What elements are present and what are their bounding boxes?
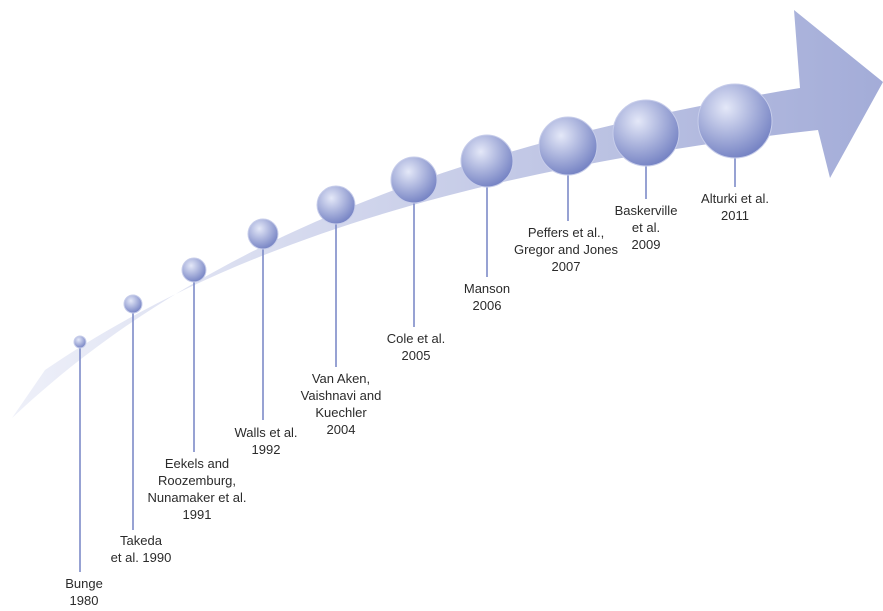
label-walls: Walls et al. 1992	[234, 425, 298, 457]
bubble-manson	[460, 134, 514, 188]
label-alturki: Alturki et al. 2011	[701, 191, 769, 223]
bubble-bunge	[73, 335, 87, 349]
label-manson: Manson 2006	[463, 281, 511, 313]
bubble-van-aken	[316, 185, 356, 225]
bubble-cole	[390, 156, 438, 204]
bubble-walls	[247, 218, 279, 250]
label-van-aken: Van Aken, Vaishnavi and Kuechler 2004	[300, 371, 382, 437]
label-cole: Cole et al. 2005	[386, 331, 446, 363]
bubble-baskerville	[612, 99, 680, 167]
label-takeda: Takeda et al. 1990	[110, 533, 172, 565]
bubble-takeda	[123, 294, 143, 314]
label-eekels-nunamaker: Eekels and Roozemburg, Nunamaker et al. 199…	[147, 456, 247, 522]
label-bunge: Bunge 1980	[65, 576, 103, 608]
bubble-peffers-gregor	[538, 116, 598, 176]
bubble-eekels-nunamaker	[181, 257, 207, 283]
label-baskerville: Baskerville et al. 2009	[614, 203, 678, 252]
bubble-alturki	[697, 83, 773, 159]
label-peffers-gregor: Peffers et al., Gregor and Jones 2007	[513, 225, 619, 274]
